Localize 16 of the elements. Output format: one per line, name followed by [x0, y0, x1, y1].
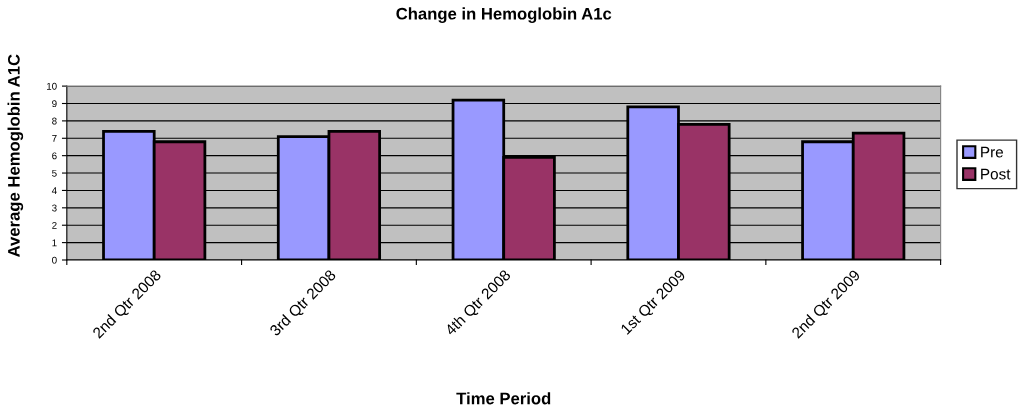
y-tick-label: 1 — [52, 239, 57, 247]
y-axis-title: Average Hemoglobin A1C — [7, 54, 24, 257]
y-tick-label: 8 — [52, 117, 57, 125]
y-tick-label: 9 — [52, 100, 57, 108]
y-tick-label: 4 — [51, 187, 57, 194]
y-tick-label: 5 — [52, 169, 57, 177]
y-tick-label: 0 — [52, 256, 57, 264]
legend-label: Post — [981, 168, 1011, 180]
y-tick-label: 3 — [52, 204, 57, 212]
y-tick-label: 10 — [47, 82, 57, 90]
x-axis-title: Time Period — [456, 392, 551, 405]
y-tick-label: 7 — [52, 135, 57, 142]
y-tick-label: 2 — [52, 221, 57, 229]
chart-title: Change in Hemoglobin A1c — [396, 7, 612, 23]
y-tick-label: 6 — [52, 152, 57, 160]
legend-label: Pre — [981, 146, 1004, 158]
